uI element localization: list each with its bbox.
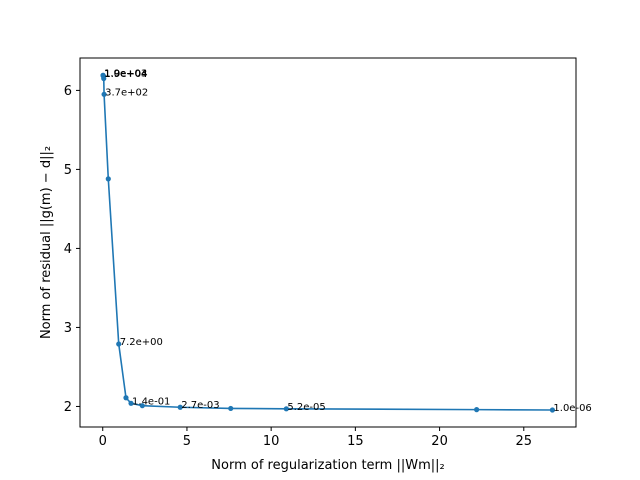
x-tick-label: 10	[263, 434, 280, 449]
data-point	[105, 176, 111, 182]
x-tick-label: 15	[347, 434, 364, 449]
y-axis: 2 3 4 5 6	[64, 84, 80, 415]
data-point-label: 3.7e+02	[105, 87, 148, 98]
x-tick-label: 0	[99, 434, 107, 449]
series-line	[102, 75, 553, 411]
x-tick-label: 20	[431, 434, 448, 449]
data-point	[139, 403, 145, 409]
x-axis-label: Norm of regularization term ||Wm||₂	[211, 458, 444, 473]
data-point-label: 7.2e+00	[120, 337, 163, 348]
data-point-label: 5.2e-05	[287, 402, 325, 413]
data-point	[123, 395, 129, 401]
data-point-label: 1.0e-06	[553, 403, 591, 414]
y-tick-label: 6	[64, 84, 72, 99]
point-labels: 1.0e+041.9e+031.9e+04 3.7e+02 7.2e+00 1.4e-…	[104, 68, 592, 414]
series-markers	[100, 72, 556, 413]
y-tick-label: 3	[64, 321, 72, 336]
data-point	[177, 404, 183, 410]
y-tick-label: 4	[64, 242, 72, 257]
data-point-label: 1.9e+03	[104, 68, 147, 79]
data-point-label: 1.4e-01	[132, 396, 170, 407]
x-tick-label: 5	[183, 434, 191, 449]
data-point	[128, 400, 134, 406]
data-point	[116, 341, 122, 347]
data-point	[101, 91, 107, 97]
data-point	[474, 407, 480, 413]
data-point-label: 1.9e+04	[104, 69, 147, 80]
data-point-label: 2.7e-03	[181, 400, 219, 411]
y-tick-label: 5	[64, 163, 72, 178]
x-tick-label: 25	[516, 434, 533, 449]
data-point-label: 1.0e+04	[104, 68, 147, 79]
plot-area	[79, 57, 577, 428]
y-tick-label: 2	[64, 400, 72, 415]
data-point	[283, 406, 289, 412]
data-point	[228, 405, 234, 412]
data-point	[101, 75, 107, 82]
y-axis-label: Norm of residual ||g(m) − d||₂	[39, 146, 54, 339]
data-point	[549, 407, 556, 413]
x-axis: 0 5 10 15 20 25	[99, 427, 532, 449]
